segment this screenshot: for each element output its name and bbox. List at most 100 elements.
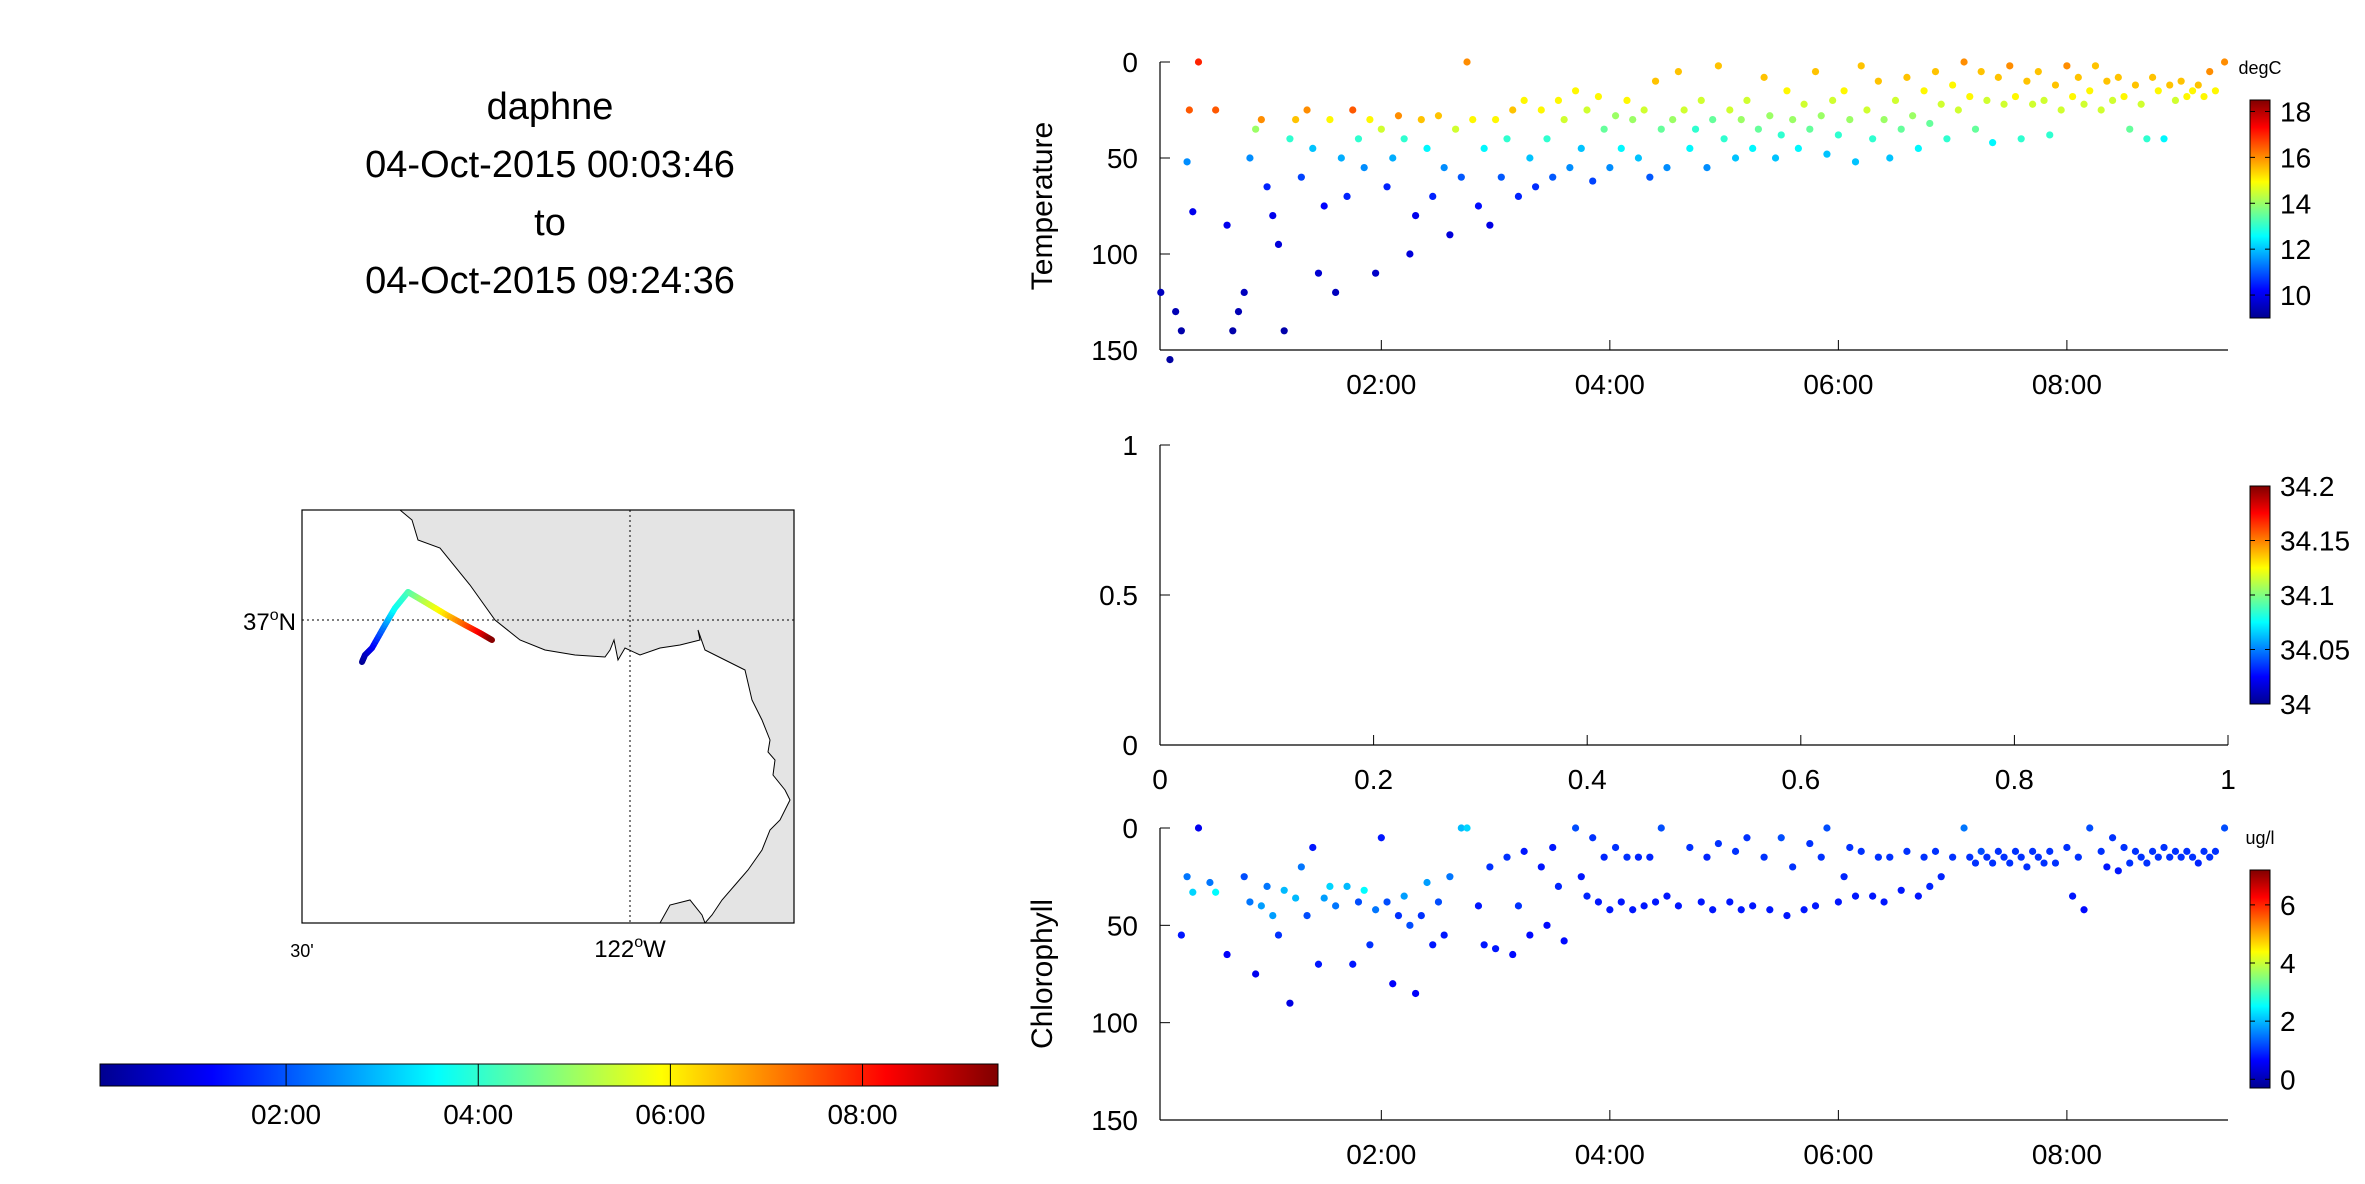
data-point <box>1589 177 1597 185</box>
salinity_profile-panel: 0 0.5 1 0 0.2 0.4 0.6 0.8 1 34 34.05 34.1 34.15 34.2 <box>1099 430 2350 795</box>
data-point <box>1240 873 1248 881</box>
data-point <box>1280 886 1288 894</box>
data-point <box>1469 116 1477 124</box>
data-point <box>1446 873 1454 881</box>
data-point <box>2040 859 2048 867</box>
colorbar-tick-label: 34.1 <box>2280 580 2335 611</box>
data-point <box>1960 824 1968 832</box>
data-point <box>1926 882 1934 891</box>
data-point <box>2131 81 2140 89</box>
data-point <box>1372 906 1380 914</box>
temperature_profile-points <box>1157 58 2229 364</box>
y-tick-label: 100 <box>1091 239 1138 270</box>
chlorophyll_profile-points <box>1177 824 2229 1007</box>
data-point <box>1829 96 1837 104</box>
data-point <box>1811 902 1820 910</box>
data-point <box>2137 100 2145 108</box>
data-point <box>1623 853 1631 861</box>
data-point <box>1434 112 1443 120</box>
colorbar-tick-label: 18 <box>2280 96 2311 127</box>
data-point <box>1657 824 1665 832</box>
data-point <box>1766 906 1774 914</box>
data-point <box>1783 87 1791 95</box>
data-point <box>1800 906 1808 914</box>
data-point <box>1314 960 1323 968</box>
data-point <box>1320 894 1328 902</box>
data-point <box>1994 73 2002 81</box>
data-point <box>1509 106 1517 114</box>
data-point <box>1549 843 1557 852</box>
data-point <box>2063 843 2071 852</box>
data-point <box>1686 144 1694 152</box>
data-point <box>1571 824 1580 832</box>
data-point <box>1451 125 1460 133</box>
data-point <box>1926 119 1934 128</box>
data-point <box>1800 100 1808 108</box>
data-point <box>1480 941 1488 949</box>
data-point <box>2023 863 2031 871</box>
data-point <box>1343 882 1351 891</box>
data-point <box>1383 183 1391 191</box>
data-point <box>1434 898 1443 906</box>
colorbar-tick-label: 2 <box>2280 1006 2296 1037</box>
data-point <box>1412 989 1420 998</box>
data-point <box>1663 164 1671 172</box>
x-tick-label: 06:00 <box>1803 1139 1873 1170</box>
data-point <box>2220 824 2229 832</box>
data-point <box>2160 135 2168 143</box>
data-point <box>1560 937 1568 945</box>
data-point <box>2188 853 2197 861</box>
chlorophyll_profile-panel: 0 50 100 150 02:00 04:00 06:00 08:00 Chlorophyll… <box>1026 813 2296 1170</box>
data-point <box>1360 164 1368 172</box>
data-point <box>1840 87 1848 95</box>
data-point <box>1280 327 1288 335</box>
colorbar-unit-label: ug/l <box>2245 828 2274 848</box>
data-point <box>1326 882 1334 891</box>
colorbar-tick-label: 12 <box>2280 234 2311 265</box>
data-point <box>1377 834 1385 842</box>
data-point <box>1811 68 1820 76</box>
data-point <box>1189 888 1197 896</box>
colorbar-tick-label: 16 <box>2280 142 2311 173</box>
data-point <box>1646 853 1654 861</box>
data-point <box>1886 853 1894 861</box>
data-point <box>1354 898 1363 906</box>
data-point <box>1406 250 1414 258</box>
data-point <box>1806 125 1814 133</box>
data-point <box>1509 950 1517 959</box>
data-point <box>1794 144 1802 152</box>
data-point <box>1686 843 1694 852</box>
data-point <box>1880 898 1888 906</box>
colorbar-tick-label: 6 <box>2280 890 2296 921</box>
data-point <box>2011 847 2020 855</box>
data-point <box>1503 135 1511 143</box>
data-point <box>1457 824 1465 832</box>
data-point <box>1389 154 1397 162</box>
data-point <box>1714 839 1722 848</box>
time-colorbar-fill <box>99 1063 999 1087</box>
x-tick-label: 08:00 <box>2032 369 2102 400</box>
data-point <box>1640 902 1648 910</box>
data-point <box>1789 116 1797 124</box>
data-point <box>1383 898 1391 906</box>
data-point <box>2051 859 2060 867</box>
data-point <box>1823 150 1831 158</box>
track-segment <box>487 636 495 643</box>
data-point <box>1337 154 1345 162</box>
data-point <box>1743 834 1751 842</box>
data-point <box>1223 221 1231 229</box>
data-point <box>1440 164 1448 172</box>
data-point <box>1377 125 1385 133</box>
data-point <box>2206 68 2214 76</box>
data-point <box>1891 96 1900 104</box>
data-point <box>1760 853 1768 861</box>
data-point <box>1846 116 1854 124</box>
data-point <box>1183 158 1191 166</box>
data-point <box>1960 58 1968 66</box>
data-point <box>2103 863 2111 871</box>
data-point <box>2171 96 2180 104</box>
data-point <box>1634 853 1643 861</box>
data-point <box>1720 135 1728 143</box>
data-point <box>2143 859 2151 867</box>
data-point <box>2183 847 2191 855</box>
